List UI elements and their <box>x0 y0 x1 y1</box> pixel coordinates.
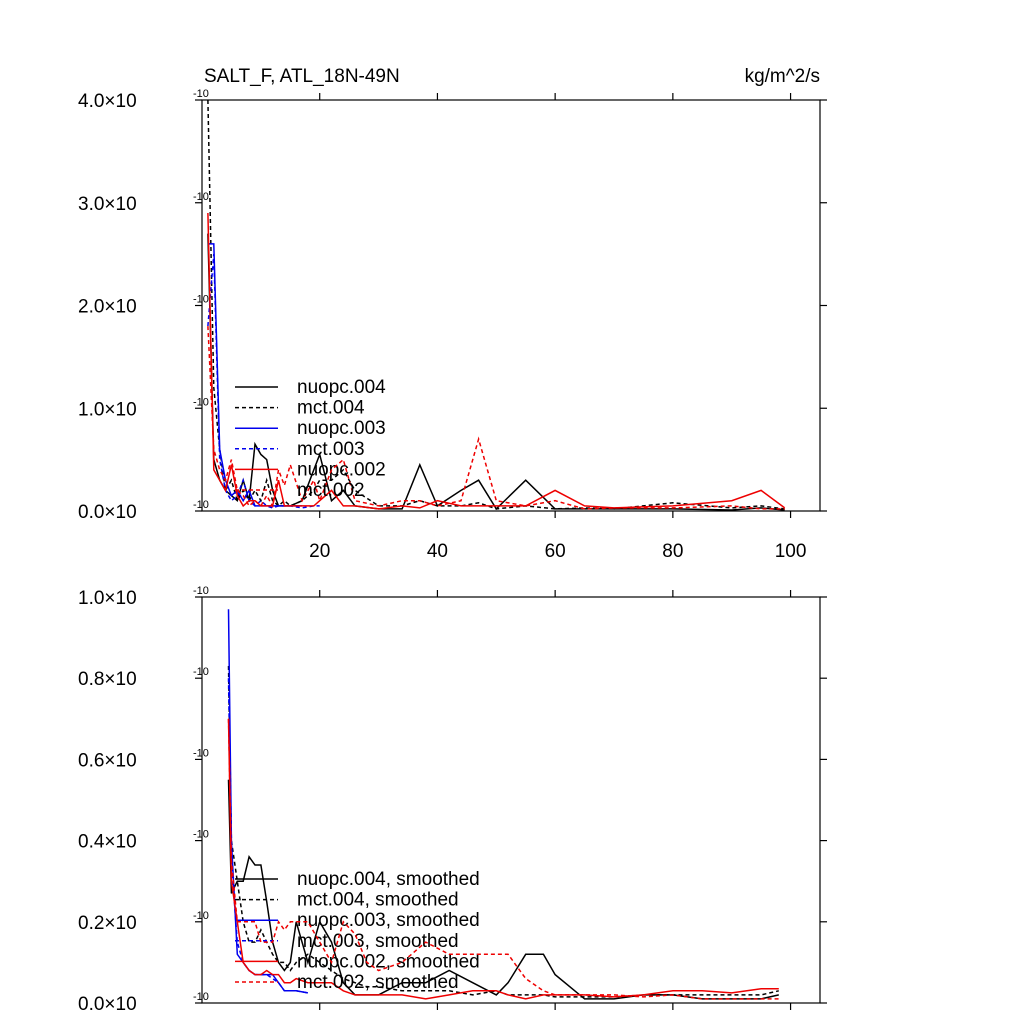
data-line <box>207 100 785 510</box>
data-line <box>227 609 309 994</box>
x-tick-label: 40 <box>427 541 448 562</box>
data-line <box>207 233 785 511</box>
y-tick-label: 0.2×10 -10 <box>78 910 209 934</box>
data-line <box>227 678 309 994</box>
data-line <box>227 718 779 1000</box>
y-tick-base: 0.2×10 <box>78 913 137 934</box>
y-tick-base: 0.6×10 <box>78 750 137 771</box>
data-line <box>207 212 786 510</box>
y-tick-exponent: -10 <box>193 910 209 922</box>
legend-label: mct.003 <box>297 439 365 460</box>
legend-label: nuopc.002 <box>297 459 386 480</box>
x-tick-label: 60 <box>545 541 566 562</box>
y-tick-label: 0.8×10 -10 <box>78 666 209 690</box>
x-tick-label: 80 <box>662 541 683 562</box>
legend-label: mct.003, smoothed <box>297 931 459 952</box>
y-tick-label: 2.0×10 -10 <box>78 294 209 318</box>
legend-label: mct.004 <box>297 398 365 419</box>
y-tick-label: 0.0×10 -10 <box>78 499 209 523</box>
legend-label: nuopc.004 <box>297 377 386 398</box>
y-tick-exponent: -10 <box>193 396 209 408</box>
legend-label: mct.002 <box>297 480 365 501</box>
y-tick-label: 4.0×10 -10 <box>78 88 209 112</box>
y-tick-base: 0.0×10 <box>78 994 137 1015</box>
legend-label: nuopc.003, smoothed <box>297 910 480 931</box>
y-tick-label: 0.6×10 -10 <box>78 747 209 771</box>
legend-label: nuopc.003 <box>297 418 386 439</box>
chart-title: SALT_F, ATL_18N-49N <box>204 66 400 87</box>
legend-label: mct.002, smoothed <box>297 972 459 993</box>
y-tick-base: 4.0×10 <box>78 91 137 112</box>
legend-label: nuopc.002, smoothed <box>297 951 480 972</box>
x-tick-label: 100 <box>775 541 807 562</box>
y-tick-base: 1.0×10 <box>78 588 137 609</box>
y-tick-exponent: -10 <box>193 191 209 203</box>
units-label: kg/m^2/s <box>745 66 820 87</box>
plot-frame <box>201 99 821 512</box>
y-tick-label: 1.0×10 -10 <box>78 585 209 609</box>
data-line <box>207 243 303 507</box>
y-tick-label: 3.0×10 -10 <box>78 191 209 215</box>
x-tick-label: 20 <box>309 541 330 562</box>
data-line <box>227 718 779 1000</box>
y-tick-exponent: -10 <box>193 747 209 759</box>
y-tick-base: 2.0×10 <box>78 297 137 318</box>
y-tick-base: 0.0×10 <box>78 502 137 523</box>
y-tick-label: 0.0×10 -10 <box>78 991 209 1015</box>
plot-frame <box>201 596 821 1004</box>
y-tick-exponent: -10 <box>193 666 209 678</box>
y-tick-exponent: -10 <box>193 499 209 511</box>
legend-label: nuopc.004, smoothed <box>297 869 480 890</box>
y-tick-label: 1.0×10 -10 <box>78 396 209 420</box>
y-tick-base: 0.8×10 <box>78 669 137 690</box>
data-line <box>207 326 785 510</box>
data-line <box>227 665 779 998</box>
y-tick-exponent: -10 <box>193 88 209 100</box>
legend-label: mct.004, smoothed <box>297 890 459 911</box>
y-tick-exponent: -10 <box>193 585 209 597</box>
y-tick-base: 0.4×10 <box>78 832 137 853</box>
y-tick-label: 0.4×10 -10 <box>78 829 209 853</box>
y-tick-exponent: -10 <box>193 829 209 841</box>
y-tick-base: 3.0×10 <box>78 194 137 215</box>
y-tick-base: 1.0×10 <box>78 399 137 420</box>
y-tick-exponent: -10 <box>193 991 209 1003</box>
y-tick-exponent: -10 <box>193 294 209 306</box>
